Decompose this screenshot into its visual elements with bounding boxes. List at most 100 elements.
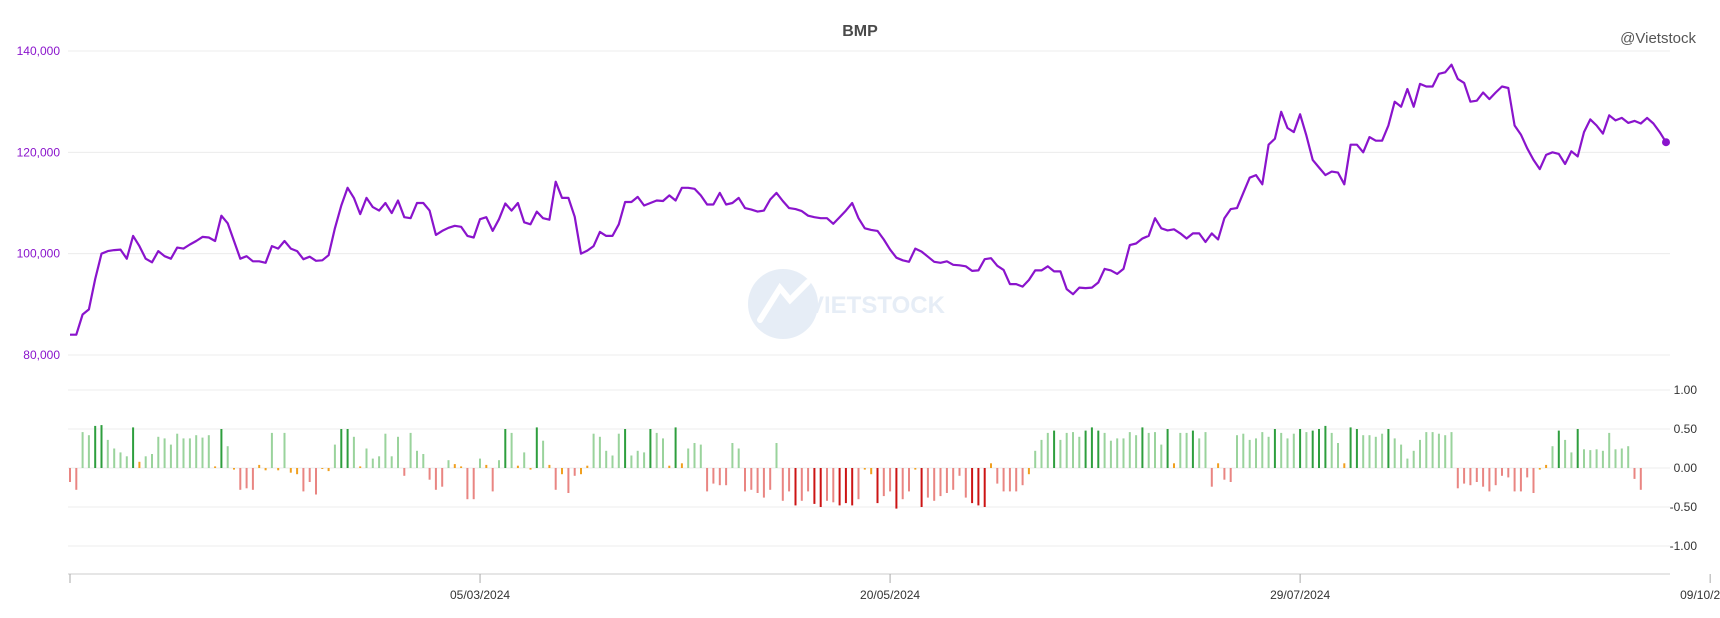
price-y-tick-label: 120,000 [17,145,61,159]
indicator-bar [1576,429,1579,468]
indicator-bar [460,466,463,468]
x-tick-label: 29/07/2024 [1270,588,1330,602]
indicator-bar [1387,429,1390,468]
watermark: VIETSTOCK [748,269,946,339]
indicator-bar [617,433,620,468]
watermark-arrow-icon [757,279,811,323]
indicator-bar [832,468,835,503]
indicator-bar [1437,433,1440,468]
indicator-bar [788,468,791,492]
indicator-bar [693,443,696,468]
price-grid [68,50,1670,391]
indicator-bar [1248,439,1251,468]
indicator-bar [605,450,608,468]
indicator-bar [573,468,576,476]
indicator-bar [1425,432,1428,468]
indicator-bar [592,433,595,468]
indicator-bar [1589,450,1592,468]
indicator-bar [1090,427,1093,468]
indicator-bar [403,468,406,476]
indicator-bar [567,468,570,493]
indicator-bar [1627,446,1630,468]
indicator-bar [1065,432,1068,468]
indicator-bar [1173,463,1175,468]
x-tick-label: 05/03/2024 [450,588,510,602]
indicator-bar [762,468,765,498]
indicator-bar [340,429,343,468]
indicator-bar [668,465,671,468]
indicator-bar [800,468,803,501]
indicator-bar [952,468,955,490]
indicator-bar [1400,444,1403,468]
indicator-bar [1166,429,1169,468]
indicator-bar [882,468,885,497]
indicator-bar [1620,448,1623,468]
indicator-bar [1557,430,1560,468]
indicator-bar [1419,439,1421,468]
indicator-bar [996,468,999,484]
indicator-bar [1084,430,1087,468]
indicator-bar [851,468,854,506]
indicator-bar [901,468,904,500]
indicator-y-axis: 1.00 0.50 0.00 -0.50 -1.00 [1670,383,1698,553]
indicator-bar [731,443,734,468]
indicator-bar [1583,449,1585,468]
indicator-bar [1412,450,1415,468]
indicator-bar [1482,468,1485,487]
indicator-bar [624,429,627,468]
indicator-bar [1147,432,1150,468]
indicator-bar [819,468,822,507]
indicator-bar [542,440,545,468]
indicator-bar [1595,449,1598,468]
price-y-tick-label: 100,000 [17,247,61,261]
indicator-bar [1210,468,1213,487]
indicator-bar [1185,432,1188,468]
indicator-bar [359,466,362,468]
indicator-bar [636,450,639,468]
indicator-bar [649,429,652,468]
indicator-bar [119,452,122,468]
indicator-bar [699,444,702,468]
indicator-bar [270,432,273,468]
indicator-bar [169,444,172,468]
indicator-bar [870,468,873,475]
indicator-bar [1374,436,1377,468]
indicator-bar [447,460,450,468]
indicator-bar [1337,443,1339,468]
indicator-bar [1362,435,1365,468]
indicator-bar [1204,432,1207,468]
indicator-bar [1406,458,1409,468]
indicator-bar [207,435,210,468]
indicator-bar [933,468,936,501]
indicator-bar [1217,463,1220,468]
indicator-bar [226,446,229,468]
indicator-bar [163,438,166,468]
indicator-bar [195,435,198,468]
indicator-bar [1154,432,1156,468]
indicator-bar [498,460,500,468]
indicator-bar [346,429,349,468]
indicator-bar [655,432,658,468]
indicator-bar [598,436,601,468]
indicator-bar [1059,439,1062,468]
indicator-bar [441,468,444,487]
indicator-bar [1614,449,1617,468]
indicator-bar [1034,450,1037,468]
indicator-bar [1021,468,1024,486]
indicator-bar [302,468,305,492]
indicator-bar [94,425,97,468]
indicator-bar [504,429,507,468]
indicator-bar [662,438,664,468]
indicator-bar [920,468,923,507]
indicator-bar [674,427,677,468]
indicator-bar [1097,430,1100,468]
indicator-bar [1179,432,1182,468]
indicator-bar [258,464,261,468]
indicator-bar [838,468,841,506]
indicator-bar [125,456,128,468]
indicator-bar [1608,432,1611,468]
indicator-bar [416,450,418,468]
indicator-bar [1639,468,1642,490]
indicator-bar [1236,435,1238,468]
